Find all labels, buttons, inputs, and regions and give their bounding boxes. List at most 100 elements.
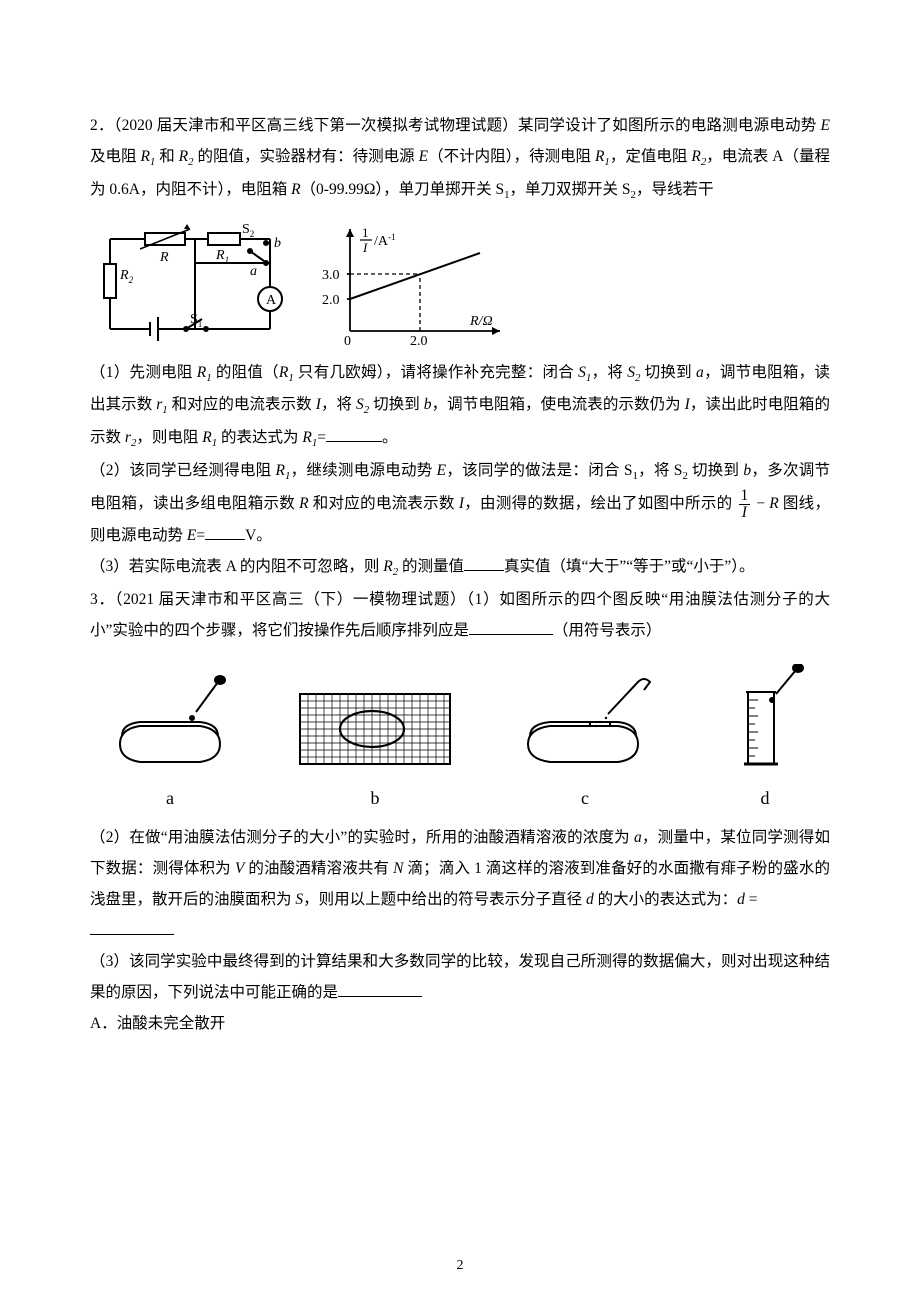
text: （1）先测电阻 bbox=[90, 364, 197, 381]
text: 切换到 bbox=[369, 396, 424, 413]
blank bbox=[464, 555, 504, 572]
svg-text:S1: S1 bbox=[190, 312, 202, 329]
q3-part2: （2）在做“用油膜法估测分子的大小”的实验时，所用的油酸酒精溶液的浓度为 a，测… bbox=[90, 822, 830, 915]
blank bbox=[326, 426, 382, 443]
text: ，则用以上题中给出的符号表示分子直径 bbox=[303, 891, 586, 908]
text: = bbox=[196, 527, 205, 544]
text: = bbox=[745, 891, 758, 908]
text: 和对应的电流表示数 bbox=[168, 396, 316, 413]
q3-stem: 3．（2021 届天津市和平区高三（下）一模物理试题）（1）如图所示的四个图反映… bbox=[90, 584, 830, 646]
fraction-1-over-I: 1I bbox=[739, 488, 751, 520]
q3-part3: （3）该同学实验中最终得到的计算结果和大多数同学的比较，发现自己所测得的数据偏大… bbox=[90, 946, 830, 1008]
svg-text:R1: R1 bbox=[215, 248, 229, 265]
text: ，则电阻 bbox=[136, 429, 202, 446]
step-label-a: a bbox=[166, 780, 174, 816]
text: 的大小的表达式为： bbox=[594, 891, 737, 908]
svg-text:3.0: 3.0 bbox=[322, 268, 340, 283]
svg-text:1: 1 bbox=[362, 225, 369, 240]
var-R2: R bbox=[179, 148, 188, 165]
text: ，该同学的做法是：闭合 S bbox=[446, 462, 632, 479]
svg-text:R: R bbox=[159, 250, 169, 265]
svg-text:2.0: 2.0 bbox=[322, 293, 340, 308]
text: ，调节电阻箱，使电流表的示数仍为 bbox=[432, 396, 685, 413]
step-b-figure bbox=[290, 674, 460, 774]
text: 只有几欧姆），请将操作补充完整：闭合 bbox=[294, 364, 578, 381]
var-R1: R bbox=[595, 148, 604, 165]
var-R1: R bbox=[140, 148, 149, 165]
text: 切换到 bbox=[640, 364, 696, 381]
text: ，单刀双掷开关 S bbox=[510, 181, 631, 198]
q2-part2: （2）该同学已经测得电阻 R1，继续测电源电动势 E，该同学的做法是：闭合 S1… bbox=[90, 455, 830, 551]
text: 及电阻 bbox=[90, 148, 140, 165]
svg-text:b: b bbox=[274, 236, 281, 251]
var-R: R bbox=[291, 181, 300, 198]
text: V。 bbox=[245, 527, 272, 544]
step-label-c: c bbox=[581, 780, 589, 816]
text: 和对应的电流表示数 bbox=[309, 495, 459, 512]
step-label-b: b bbox=[371, 780, 380, 816]
text: （2）在做“用油膜法估测分子的大小”的实验时，所用的油酸酒精溶液的浓度为 bbox=[90, 829, 634, 846]
var-E: E bbox=[419, 148, 428, 165]
step-d: d bbox=[710, 664, 820, 816]
oil-film-steps: a b bbox=[90, 664, 830, 816]
step-a-figure bbox=[100, 674, 240, 774]
step-d-figure bbox=[710, 664, 820, 774]
text: ，将 S bbox=[638, 462, 683, 479]
text: 真实值（填“大于”“等于”或“小于”）。 bbox=[504, 558, 755, 575]
text: 的测量值 bbox=[398, 558, 464, 575]
page-number: 2 bbox=[0, 1252, 920, 1280]
graph-1overI-R: 1 I /A-1 3.0 2.0 0 2.0 R/Ω bbox=[310, 219, 510, 349]
text: 和 bbox=[155, 148, 178, 165]
text: （2）该同学已经测得电阻 bbox=[90, 462, 276, 479]
svg-text:R/Ω: R/Ω bbox=[469, 314, 493, 329]
text: 2．（2020 届天津市和平区高三线下第一次模拟考试物理试题）某同学设计了如图所… bbox=[90, 117, 821, 134]
text: A．油酸未完全散开 bbox=[90, 1015, 225, 1032]
text: （3）该同学实验中最终得到的计算结果和大多数同学的比较，发现自己所测得的数据偏大… bbox=[90, 953, 830, 1001]
text: 。 bbox=[382, 429, 398, 446]
figure-row-1: R R2 R1 S2 S1 b a A bbox=[90, 219, 830, 349]
text: （0-99.99Ω），单刀单掷开关 S bbox=[301, 181, 505, 198]
text: ，继续测电源电动势 bbox=[290, 462, 436, 479]
text: 的油酸酒精溶液共有 bbox=[244, 860, 393, 877]
svg-text:A: A bbox=[266, 293, 277, 308]
step-c: c bbox=[510, 674, 660, 816]
svg-text:/A-1: /A-1 bbox=[374, 232, 396, 249]
blank bbox=[90, 918, 174, 935]
text: （不计内阻），待测电阻 bbox=[428, 148, 595, 165]
var-R2: R bbox=[691, 148, 700, 165]
text: （3）若实际电流表 A 的内阻不可忽略，则 bbox=[90, 558, 383, 575]
text: 的表达式为 bbox=[217, 429, 302, 446]
text: ，定值电阻 bbox=[610, 148, 692, 165]
text: 的阻值，实验器材有：待测电源 bbox=[194, 148, 419, 165]
q2-part1: （1）先测电阻 R1 的阻值（R1 只有几欧姆），请将操作补充完整：闭合 S1，… bbox=[90, 357, 830, 455]
svg-text:S2: S2 bbox=[242, 222, 254, 239]
svg-text:0: 0 bbox=[344, 334, 351, 349]
q3-option-a: A．油酸未完全散开 bbox=[90, 1008, 830, 1039]
text: ，由测得的数据，绘出了如图中所示的 bbox=[464, 495, 737, 512]
q2-stem: 2．（2020 届天津市和平区高三线下第一次模拟考试物理试题）某同学设计了如图所… bbox=[90, 110, 830, 207]
text: ，导线若干 bbox=[636, 181, 714, 198]
text: ，将 bbox=[321, 396, 356, 413]
circuit-diagram: R R2 R1 S2 S1 b a A bbox=[90, 219, 290, 349]
step-b: b bbox=[290, 674, 460, 816]
blank bbox=[338, 980, 422, 997]
text: ，将 bbox=[591, 364, 627, 381]
text: = bbox=[317, 429, 326, 446]
text: 3．（2021 届天津市和平区高三（下）一模物理试题）（1）如图所示的四个图反映… bbox=[90, 591, 830, 639]
text: 的阻值（ bbox=[212, 364, 279, 381]
step-a: a bbox=[100, 674, 240, 816]
text: （用符号表示） bbox=[553, 622, 662, 639]
step-c-figure bbox=[510, 674, 660, 774]
step-label-d: d bbox=[761, 780, 770, 816]
text: 切换到 bbox=[688, 462, 744, 479]
blank bbox=[469, 618, 553, 635]
svg-text:a: a bbox=[250, 264, 257, 279]
svg-text:2.0: 2.0 bbox=[410, 334, 428, 349]
var-E: E bbox=[821, 117, 830, 134]
svg-text:I: I bbox=[362, 240, 368, 255]
blank bbox=[205, 524, 245, 541]
q2-part3: （3）若实际电流表 A 的内阻不可忽略，则 R2 的测量值真实值（填“大于”“等… bbox=[90, 551, 830, 584]
svg-text:R2: R2 bbox=[119, 268, 134, 285]
page: 2．（2020 届天津市和平区高三线下第一次模拟考试物理试题）某同学设计了如图所… bbox=[0, 0, 920, 1302]
q3-part2-blank bbox=[90, 915, 830, 946]
